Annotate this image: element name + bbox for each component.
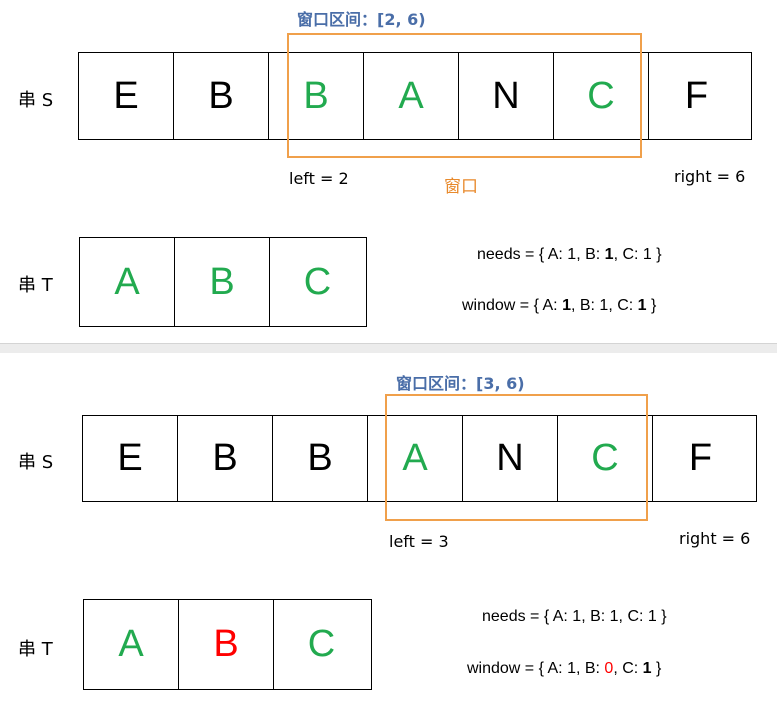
right-pointer-label: right = 6 bbox=[679, 529, 751, 548]
t-cell: B bbox=[179, 600, 274, 689]
sliding-window-box bbox=[385, 394, 648, 521]
s-cell: A bbox=[364, 53, 459, 139]
window-map: window = { A: 1, B: 1, C: 1 } bbox=[462, 297, 657, 314]
t-cell: A bbox=[80, 238, 175, 326]
t-cell: A bbox=[84, 600, 179, 689]
left-pointer-label: left = 3 bbox=[389, 532, 449, 551]
string-t-label: 串 T bbox=[18, 275, 53, 296]
s-cell: C bbox=[554, 53, 649, 139]
needs-map: needs = { A: 1, B: 1, C: 1 } bbox=[482, 608, 667, 625]
s-cell: B bbox=[273, 416, 368, 501]
panel-window-2-6: 窗口区间：[2, 6) 串 S E B B A N C F left = 2 窗… bbox=[0, 0, 777, 343]
s-cell: C bbox=[558, 416, 653, 501]
string-s-label: 串 S bbox=[18, 90, 54, 111]
window-map: window = { A: 1, B: 0, C: 1 } bbox=[467, 660, 662, 677]
t-cell: C bbox=[303, 260, 332, 303]
panel-window-3-6: 窗口区间：[3, 6) 串 S E B B A N C F left = 3 r… bbox=[0, 352, 777, 703]
string-s-strip: E B B A N C F bbox=[82, 415, 757, 502]
s-cell: F bbox=[684, 74, 709, 117]
needs-map: needs = { A: 1, B: 1, C: 1 } bbox=[477, 246, 662, 263]
s-cell: E bbox=[79, 53, 174, 139]
sliding-window-box bbox=[287, 33, 642, 158]
string-t-strip: A B C bbox=[83, 599, 372, 690]
s-cell: F bbox=[688, 437, 713, 479]
s-cell: N bbox=[459, 53, 554, 139]
right-pointer-label: right = 6 bbox=[674, 167, 746, 186]
s-cell: N bbox=[463, 416, 558, 501]
string-t-label: 串 T bbox=[18, 639, 53, 660]
t-cell: B bbox=[175, 238, 270, 326]
s-cell: B bbox=[269, 53, 364, 139]
panel-separator bbox=[0, 343, 777, 353]
window-caption: 窗口 bbox=[444, 177, 478, 197]
string-s-strip: E B B A N C F bbox=[78, 52, 752, 140]
s-cell: A bbox=[368, 416, 463, 501]
string-s-label: 串 S bbox=[18, 452, 54, 473]
t-cell: C bbox=[307, 623, 336, 665]
window-range-label: 窗口区间：[3, 6) bbox=[396, 374, 525, 393]
s-cell: B bbox=[174, 53, 269, 139]
s-cell: B bbox=[178, 416, 273, 501]
string-t-strip: A B C bbox=[79, 237, 367, 327]
left-pointer-label: left = 2 bbox=[289, 169, 349, 188]
window-range-label: 窗口区间：[2, 6) bbox=[297, 10, 426, 29]
s-cell: E bbox=[83, 416, 178, 501]
